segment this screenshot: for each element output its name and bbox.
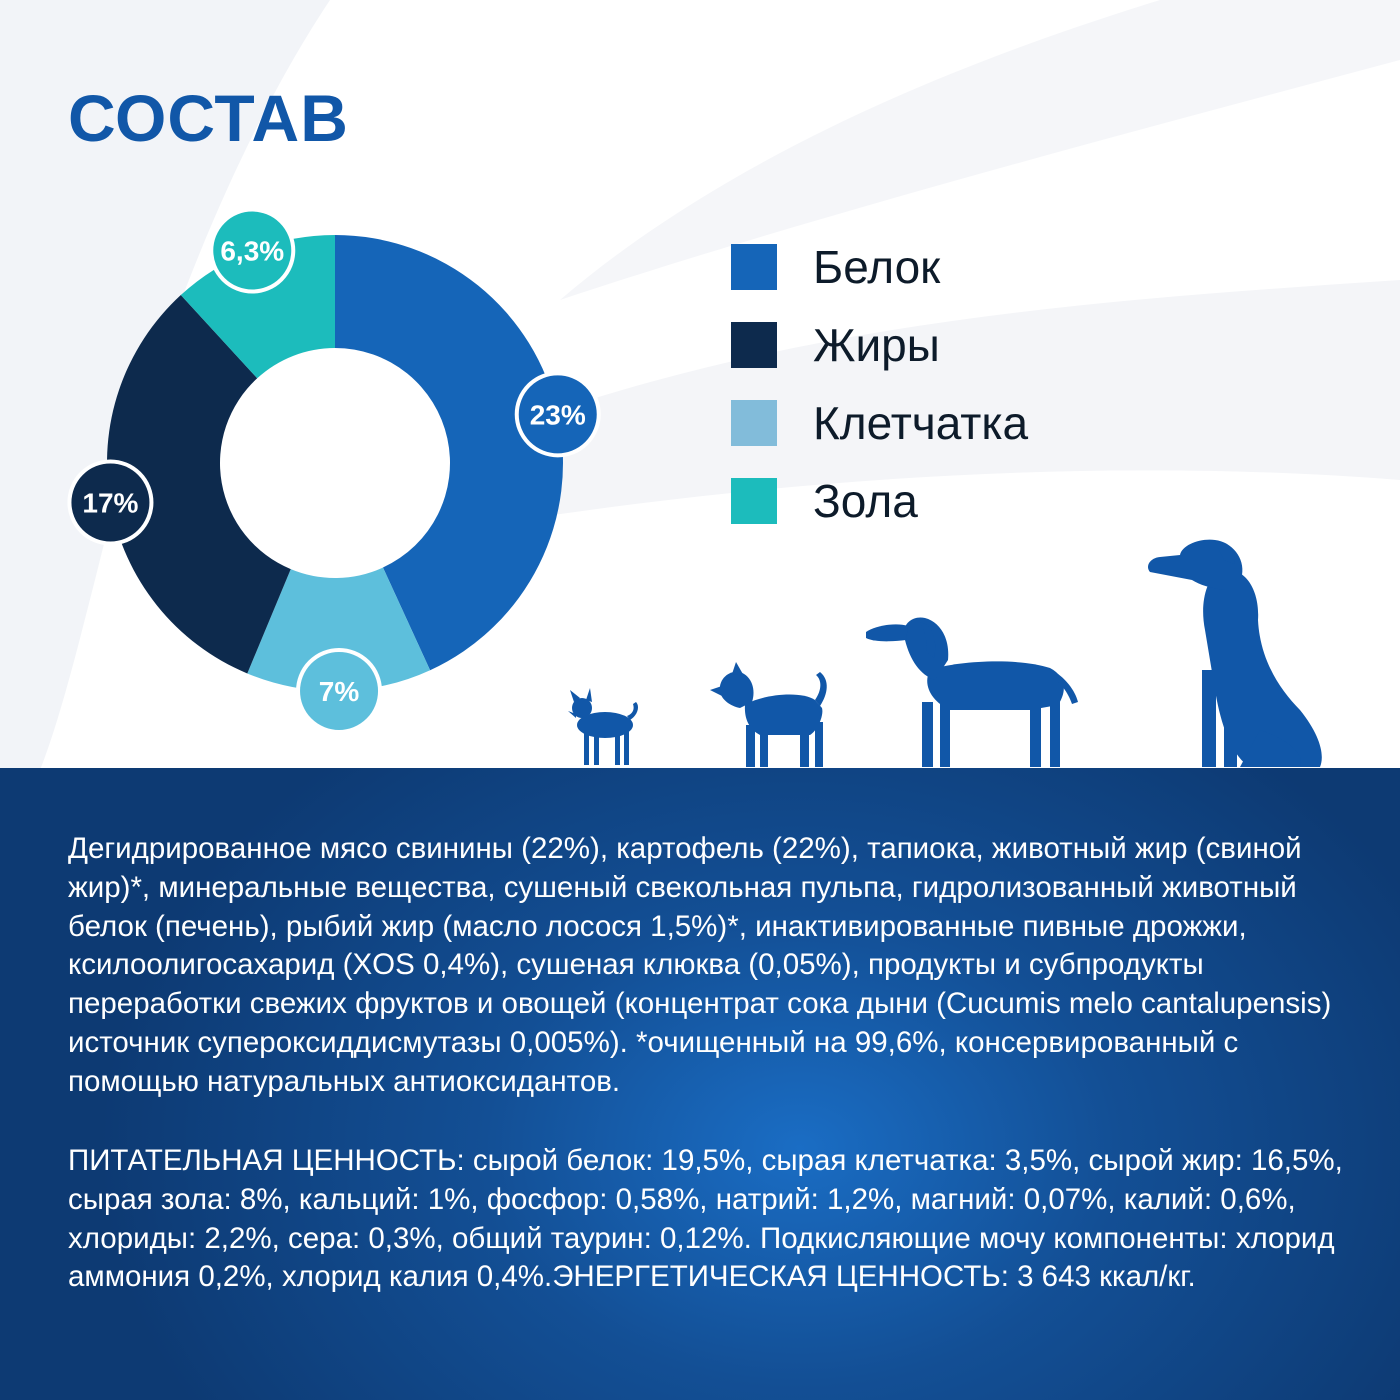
terrier-icon <box>710 662 827 767</box>
donut-label-text-fiber: 7% <box>319 676 360 707</box>
pointer-dog-icon <box>866 617 1078 767</box>
great-dane-icon <box>1148 540 1322 767</box>
dogs-illustration <box>560 530 1340 775</box>
legend-swatch-protein <box>731 244 777 290</box>
legend-swatch-ash <box>731 478 777 524</box>
legend-label-protein: Белок <box>813 240 940 294</box>
donut-label-ash: 6,3% <box>211 210 293 292</box>
legend-label-fat: Жиры <box>813 318 940 372</box>
donut-label-text-fat: 17% <box>82 487 138 518</box>
legend-swatch-fiber <box>731 400 777 446</box>
ingredients-text: Дегидрированное мясо свинины (22%), карт… <box>68 830 1358 1102</box>
small-dog-icon <box>568 688 638 765</box>
legend-label-ash: Зола <box>813 474 918 528</box>
donut-label-fiber: 7% <box>298 650 380 732</box>
composition-panel: Дегидрированное мясо свинины (22%), карт… <box>0 768 1400 1400</box>
donut-label-fat: 17% <box>69 461 151 543</box>
legend-label-fiber: Клетчатка <box>813 396 1028 450</box>
donut-label-text-protein: 23% <box>530 399 586 430</box>
nutrition-text: ПИТАТЕЛЬНАЯ ЦЕННОСТЬ: сырой белок: 19,5%… <box>68 1142 1358 1297</box>
donut-label-protein: 23% <box>517 373 599 455</box>
legend-swatch-fat <box>731 322 777 368</box>
donut-label-text-ash: 6,3% <box>220 236 284 267</box>
